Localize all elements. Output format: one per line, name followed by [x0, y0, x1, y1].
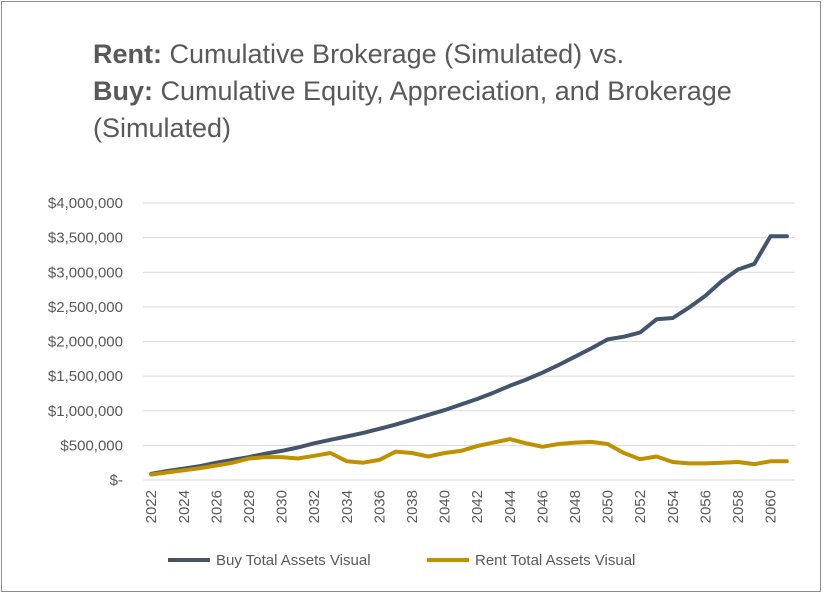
- y-tick-label: $1,000,000: [48, 403, 123, 420]
- gridlines: [143, 202, 795, 481]
- x-tick-label: 2024: [176, 490, 193, 523]
- x-tick-label: 2050: [600, 490, 617, 523]
- x-tick-label: 2028: [241, 490, 258, 523]
- x-tick-label: 2032: [306, 490, 323, 523]
- series-lines: [149, 234, 789, 477]
- y-axis-labels: $- $500,000 $1,000,000 $1,500,000 $2,000,000…: [48, 195, 123, 489]
- x-tick-label: 2048: [567, 490, 584, 523]
- title-buy-label: Buy:: [93, 76, 153, 106]
- x-tick-label: 2036: [371, 490, 388, 523]
- legend: Buy Total Assets Visual Rent Total Assets…: [168, 552, 635, 569]
- y-tick-label: $4,000,000: [48, 195, 123, 212]
- y-tick-label: $-: [110, 472, 123, 489]
- x-tick-label: 2046: [534, 490, 551, 523]
- x-tick-label: 2058: [730, 490, 747, 523]
- x-tick-label: 2054: [665, 490, 682, 523]
- title-line-3: (Simulated): [93, 113, 232, 143]
- x-tick-label: 2052: [632, 490, 649, 523]
- title-buy-text: Cumulative Equity, Appreciation, and Bro…: [153, 76, 732, 106]
- x-axis-labels: 2022 2024 2026 2028 2030 2032 2034 2036 2038 2040…: [143, 490, 779, 523]
- x-tick-label: 2026: [208, 490, 225, 523]
- x-tick-label: 2042: [469, 490, 486, 523]
- y-tick-label: $1,500,000: [48, 368, 123, 385]
- y-tick-label: $500,000: [60, 437, 123, 454]
- rent-legend-label: Rent Total Assets Visual: [475, 552, 635, 569]
- x-tick-label: 2038: [404, 490, 421, 523]
- x-tick-label: 2044: [502, 490, 519, 523]
- y-tick-label: $2,500,000: [48, 299, 123, 316]
- x-tick-label: 2030: [274, 490, 291, 523]
- buy-series-line: [149, 234, 789, 476]
- rent-series-line: [149, 437, 789, 477]
- x-tick-label: 2022: [143, 490, 160, 523]
- x-tick-label: 2060: [763, 490, 780, 523]
- x-tick-label: 2056: [697, 490, 714, 523]
- title-rent-text: Cumulative Brokerage (Simulated) vs.: [162, 39, 625, 69]
- title-line-2: Buy: Cumulative Equity, Appreciation, an…: [93, 73, 793, 110]
- buy-legend-label: Buy Total Assets Visual: [216, 552, 371, 569]
- x-tick-label: 2034: [339, 490, 356, 523]
- y-tick-label: $2,000,000: [48, 334, 123, 351]
- title-line-1: Rent: Cumulative Brokerage (Simulated) v…: [93, 36, 793, 73]
- x-tick-label: 2040: [437, 490, 454, 523]
- title-rent-label: Rent:: [93, 39, 162, 69]
- chart-title: Rent: Cumulative Brokerage (Simulated) v…: [93, 36, 793, 147]
- y-tick-label: $3,000,000: [48, 264, 123, 281]
- y-tick-label: $3,500,000: [48, 230, 123, 247]
